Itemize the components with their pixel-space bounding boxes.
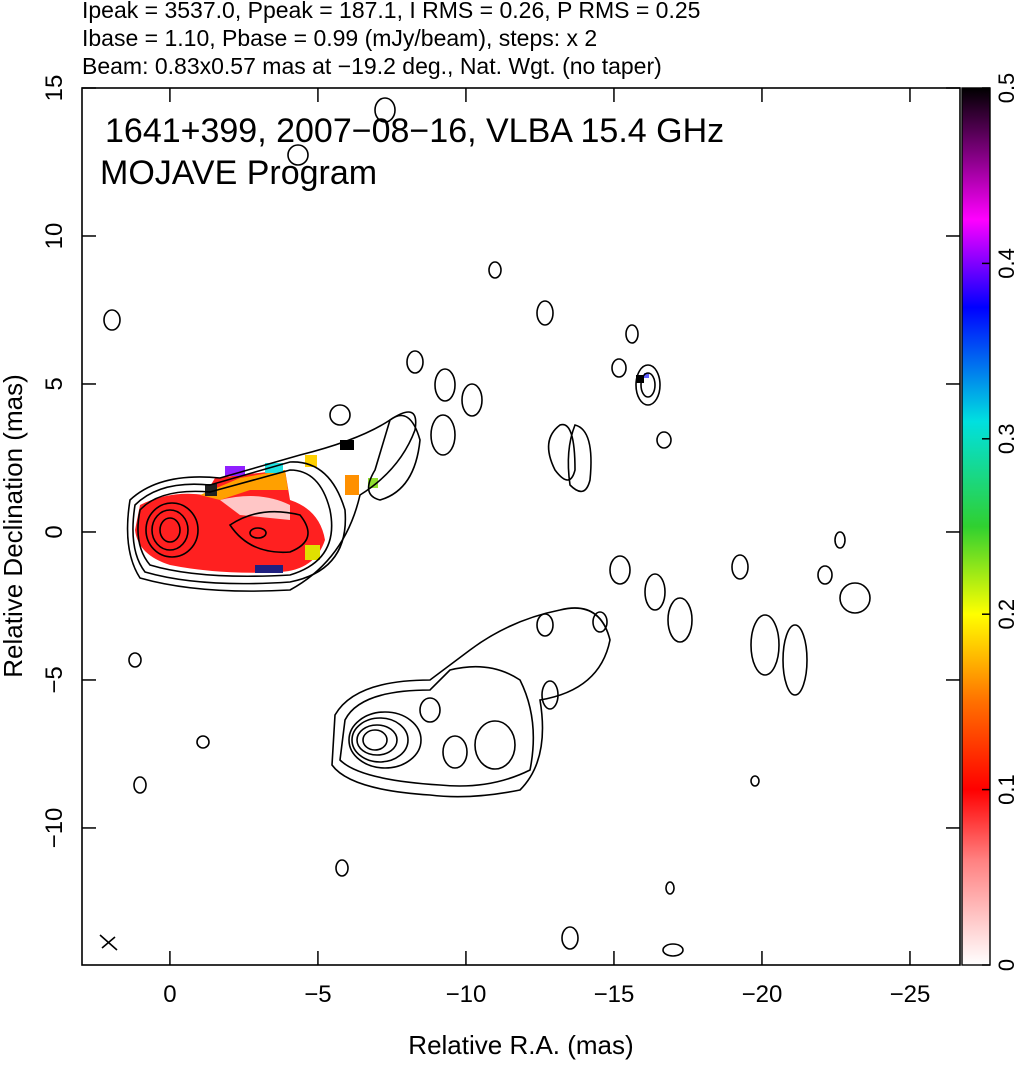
- x-axis-label: Relative R.A. (mas): [408, 1030, 633, 1060]
- colorbar-tick-label: 0.1: [994, 774, 1019, 805]
- x-tick-label: 0: [163, 981, 176, 1008]
- header-line: Beam: 0.83x0.57 mas at −19.2 deg., Nat. …: [82, 53, 662, 79]
- x-tick-label: −5: [304, 981, 331, 1008]
- colorbar-tick-label: 0.2: [994, 599, 1019, 630]
- colorbar-tick-label: 0.4: [994, 248, 1019, 279]
- header-line: Ibase = 1.10, Pbase = 0.99 (mJy/beam), s…: [82, 25, 597, 51]
- contours: [99, 97, 871, 957]
- x-tick-label: −15: [594, 981, 635, 1008]
- plot-frame: [81, 87, 961, 966]
- annotation: 1641+399, 2007−08−16, VLBA 15.4 GHz: [105, 112, 724, 150]
- y-tick-label: −10: [41, 808, 68, 849]
- colorbar-tick-label: 0.3: [994, 424, 1019, 455]
- x-tick-label: −25: [890, 981, 931, 1008]
- y-tick-label: −5: [41, 666, 68, 693]
- annotation: MOJAVE Program: [100, 154, 377, 192]
- x-tick-label: −10: [446, 981, 487, 1008]
- colorbar: [961, 87, 991, 966]
- y-axis-label: Relative Declination (mas): [0, 374, 28, 677]
- y-tick-label: 5: [41, 377, 68, 390]
- polarization-map: [135, 373, 649, 573]
- colorbar-tick-label: 0.5: [994, 73, 1019, 104]
- y-tick-label: 0: [41, 525, 68, 538]
- y-tick-label: 10: [41, 223, 68, 250]
- colorbar-tick-label: 0: [994, 959, 1019, 971]
- y-tick-label: 15: [41, 75, 68, 102]
- x-tick-label: −20: [742, 981, 783, 1008]
- header-line: Ipeak = 3537.0, Ppeak = 187.1, I RMS = 0…: [82, 0, 700, 23]
